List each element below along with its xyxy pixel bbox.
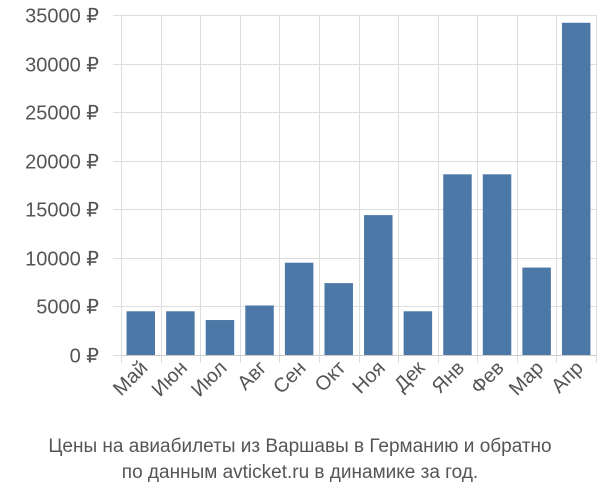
bar-10 xyxy=(482,174,512,355)
bar-1 xyxy=(126,311,156,355)
x-tick-label: Июл xyxy=(187,357,231,401)
bar-11 xyxy=(522,267,551,355)
bar-4 xyxy=(245,305,274,355)
y-tick-label: 0 ₽ xyxy=(70,346,100,368)
bar-2 xyxy=(166,311,195,355)
y-tick-label: 20000 ₽ xyxy=(25,152,99,174)
x-tick-label: Ноя xyxy=(349,357,390,398)
bar-7 xyxy=(364,215,393,355)
y-tick-label: 35000 ₽ xyxy=(25,6,99,28)
bar-6 xyxy=(324,283,353,355)
x-tick-label: Фев xyxy=(467,357,509,399)
y-tick-label: 15000 ₽ xyxy=(25,200,99,222)
x-tick-label: Дек xyxy=(390,357,429,396)
x-tick-label: Апр xyxy=(547,357,588,398)
bar-3 xyxy=(205,320,235,355)
x-tick-label: Янв xyxy=(428,357,469,398)
bar-9 xyxy=(443,174,472,355)
x-tick-label: Авг xyxy=(233,357,271,395)
bar-8 xyxy=(403,311,433,355)
y-tick-label: 10000 ₽ xyxy=(25,249,99,271)
y-tick-label: 5000 ₽ xyxy=(36,297,99,319)
chart-caption-line-2: по данным avticket.ru в динамике за год. xyxy=(121,462,479,483)
x-tick-label: Май xyxy=(109,357,152,400)
x-tick-label: Июн xyxy=(148,357,192,401)
chart-caption-line-1: Цены на авиабилеты из Варшавы в Германию… xyxy=(48,436,552,457)
x-tick-label: Мар xyxy=(505,357,548,400)
y-tick-label: 25000 ₽ xyxy=(25,103,99,125)
y-tick-label: 30000 ₽ xyxy=(25,55,99,77)
x-tick-label: Сен xyxy=(269,357,310,398)
bar-12 xyxy=(561,22,591,356)
x-tick-label: Окт xyxy=(311,357,350,396)
bar-5 xyxy=(284,262,314,355)
